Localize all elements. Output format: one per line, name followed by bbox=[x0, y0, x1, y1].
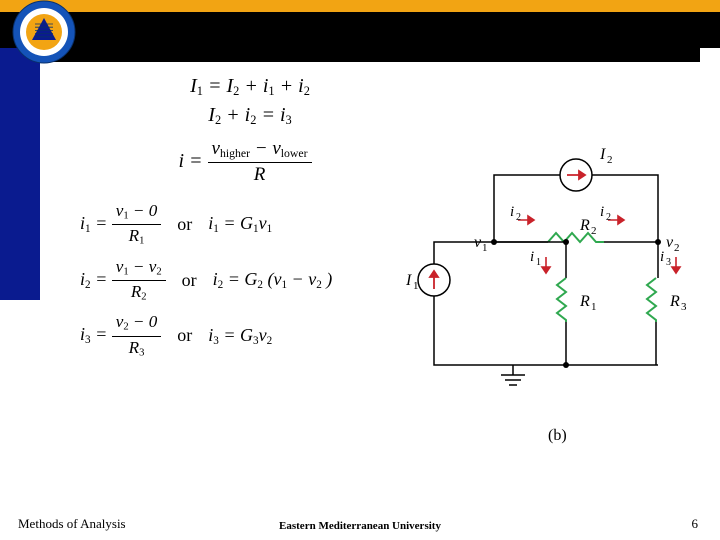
svg-text:2: 2 bbox=[606, 212, 611, 223]
svg-text:2: 2 bbox=[516, 212, 521, 223]
svg-text:i: i bbox=[510, 204, 514, 220]
equations-block: I1 = I2 + i1 + i2 I2 + i2 = i3 i = vhigh… bbox=[80, 70, 390, 368]
svg-text:1: 1 bbox=[413, 280, 419, 292]
svg-text:v: v bbox=[666, 234, 674, 251]
svg-text:1: 1 bbox=[536, 257, 541, 268]
footer-page-number: 6 bbox=[692, 516, 699, 532]
eq-i2: i2 = v1 − v2 R2 or i2 = G2 (v1 − v2 ) bbox=[80, 257, 390, 305]
eq-kcl2: I2 + i2 = i3 bbox=[110, 103, 390, 128]
svg-text:I: I bbox=[599, 146, 606, 163]
svg-text:R: R bbox=[579, 217, 590, 234]
svg-text:1: 1 bbox=[591, 301, 597, 313]
header-bottom-band bbox=[0, 12, 720, 48]
svg-text:R: R bbox=[669, 293, 680, 310]
slide-content: I1 = I2 + i1 + i2 I2 + i2 = i3 i = vhigh… bbox=[40, 62, 720, 502]
svg-text:i: i bbox=[530, 249, 534, 265]
svg-text:3: 3 bbox=[666, 257, 671, 268]
svg-text:I: I bbox=[405, 272, 412, 289]
svg-text:i: i bbox=[600, 204, 604, 220]
svg-text:2: 2 bbox=[591, 225, 597, 237]
eq-i3: i3 = v2 − 0 R3 or i3 = G3v2 bbox=[80, 312, 390, 360]
svg-text:(b): (b) bbox=[548, 427, 567, 444]
svg-text:3: 3 bbox=[681, 301, 687, 313]
svg-text:1: 1 bbox=[482, 242, 488, 254]
university-logo bbox=[12, 0, 76, 64]
svg-text:2: 2 bbox=[674, 242, 680, 254]
black-band bbox=[40, 48, 700, 62]
header-top-band bbox=[0, 0, 720, 12]
svg-text:2: 2 bbox=[607, 154, 613, 166]
sidebar-band bbox=[0, 48, 40, 300]
eq-kcl1: I1 = I2 + i1 + i2 bbox=[110, 74, 390, 99]
eq-ohm-general: i = vhigher − vlower R bbox=[100, 138, 390, 187]
svg-text:R: R bbox=[579, 293, 590, 310]
circuit-diagram: I2R2I1R1R3v1v2i2i2i1i3(b) bbox=[398, 120, 698, 460]
eq-i1: i1 = v1 − 0 R1 or i1 = G1v1 bbox=[80, 201, 390, 249]
slide-footer: Methods of Analysis Eastern Mediterranea… bbox=[0, 512, 720, 534]
footer-university: Eastern Mediterranean University bbox=[0, 520, 720, 532]
svg-text:i: i bbox=[660, 249, 664, 265]
svg-text:v: v bbox=[474, 234, 482, 251]
slide-header bbox=[0, 0, 720, 48]
